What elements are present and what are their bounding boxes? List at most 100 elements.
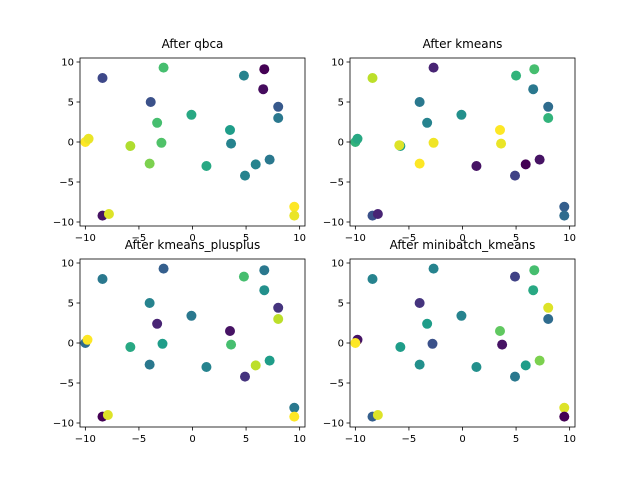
x-tick-label: 0 [459,233,465,244]
data-point [422,318,433,329]
data-point [394,140,405,151]
data-point [510,371,520,382]
x-tick-label: 5 [513,434,519,445]
y-tick-label: −10 [53,419,74,430]
data-point [414,359,425,370]
data-point [422,117,433,128]
data-point [511,70,522,81]
x-tick-label: −5 [402,434,417,445]
data-point [528,84,539,95]
x-tick-label: 10 [293,434,306,445]
data-point [395,342,406,352]
x-tick-label: 0 [189,434,195,445]
data-point [543,302,554,313]
subplot-1: −10 −5 0 5 10 −10 −5 0 5 10 After qbca [53,37,306,244]
data-point [259,265,270,276]
y-tick-label: 0 [338,339,344,350]
x-tick-label: 10 [563,233,576,244]
y-tick-label: 10 [331,58,344,69]
y-tick-label: −10 [323,419,344,430]
data-point [157,338,168,349]
x-tick-label: −10 [75,434,96,445]
data-point [259,64,270,75]
data-point [414,97,425,107]
y-tick-label: −5 [329,379,344,390]
scatter-series [80,263,300,422]
data-point [158,62,169,73]
chart-title: After kmeans_plusplus [125,238,260,252]
data-point [273,314,284,324]
data-point [240,371,250,382]
chart-title: After minibatch_kmeans [390,238,536,252]
scatter-series [350,263,570,422]
data-point [427,338,438,349]
data-point [367,73,378,83]
data-point [225,125,235,135]
data-point [456,310,467,321]
data-point [264,154,275,165]
data-point [289,402,300,413]
data-point [529,64,540,75]
data-point [264,355,275,366]
data-point [158,263,169,274]
data-point [497,339,508,350]
y-tick-label: −5 [59,379,74,390]
data-point [258,84,269,95]
data-point [201,362,212,372]
data-point [144,158,155,169]
subplot-2: −10 −5 0 5 10 −10 −5 0 5 10 After kmeans [323,37,576,244]
data-point [250,360,261,371]
chart-title: After qbca [162,37,224,51]
data-point [471,362,482,372]
data-point [372,410,383,420]
x-tick-label: 5 [243,434,249,445]
data-point [534,355,545,366]
data-point [534,154,545,165]
data-point [428,263,439,274]
data-point [543,314,554,324]
data-point [250,159,261,170]
data-point [372,209,383,219]
x-tick-label: −10 [75,233,96,244]
data-point [414,298,425,308]
x-tick-label: 10 [293,233,306,244]
x-tick-label: 0 [459,434,465,445]
data-point [145,97,156,107]
scatter-series [350,62,570,221]
data-point [495,125,505,135]
data-point [428,137,439,148]
x-tick-label: −5 [132,233,147,244]
data-point [156,137,167,148]
x-tick-label: 5 [513,233,519,244]
data-point [103,209,114,219]
data-point [225,326,235,336]
data-point [350,338,361,348]
data-point [428,62,439,73]
x-tick-label: 0 [189,233,195,244]
data-point [529,265,540,276]
x-tick-label: −5 [132,434,147,445]
y-tick-label: 5 [68,299,74,310]
data-point [496,138,507,149]
data-point [201,161,212,171]
scatter-series [80,62,300,221]
data-point [456,109,467,120]
data-point [367,274,378,284]
data-point [238,271,249,282]
y-tick-label: 10 [331,259,344,270]
data-point [559,411,570,422]
data-point [273,113,284,123]
y-tick-label: 0 [68,339,74,350]
subplot-3: −10 −5 0 5 10 −10 −5 0 5 10 After kmeans_plusplus [53,238,306,445]
data-point [238,70,249,81]
x-tick-label: 10 [563,434,576,445]
x-tick-label: −10 [345,233,366,244]
data-point [414,158,425,169]
data-point [273,101,284,112]
data-point [495,326,505,336]
data-point [144,298,155,308]
y-tick-label: 5 [338,98,344,109]
data-point [82,334,93,345]
data-point [125,141,136,151]
data-point [259,285,270,296]
